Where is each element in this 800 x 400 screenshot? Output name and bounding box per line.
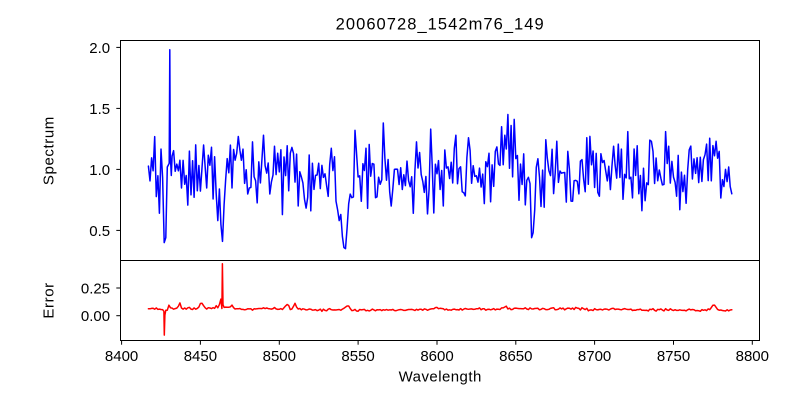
svg-text:0.00: 0.00 (81, 308, 110, 325)
svg-text:Wavelength: Wavelength (399, 369, 482, 386)
svg-text:8650: 8650 (499, 348, 532, 365)
svg-text:8750: 8750 (657, 348, 690, 365)
svg-text:1.5: 1.5 (89, 101, 110, 118)
svg-text:8500: 8500 (263, 348, 296, 365)
svg-text:0.25: 0.25 (81, 281, 110, 298)
svg-text:8550: 8550 (341, 348, 374, 365)
svg-text:8450: 8450 (184, 348, 217, 365)
svg-text:1.0: 1.0 (89, 162, 110, 179)
svg-text:8700: 8700 (578, 348, 611, 365)
svg-text:8800: 8800 (736, 348, 769, 365)
svg-text:8600: 8600 (420, 348, 453, 365)
svg-text:8400: 8400 (105, 348, 138, 365)
svg-text:2.0: 2.0 (89, 40, 110, 57)
svg-text:0.5: 0.5 (89, 223, 110, 240)
svg-text:Error: Error (41, 282, 58, 318)
svg-text:20060728_1542m76_149: 20060728_1542m76_149 (336, 16, 545, 34)
svg-text:Spectrum: Spectrum (41, 116, 58, 185)
